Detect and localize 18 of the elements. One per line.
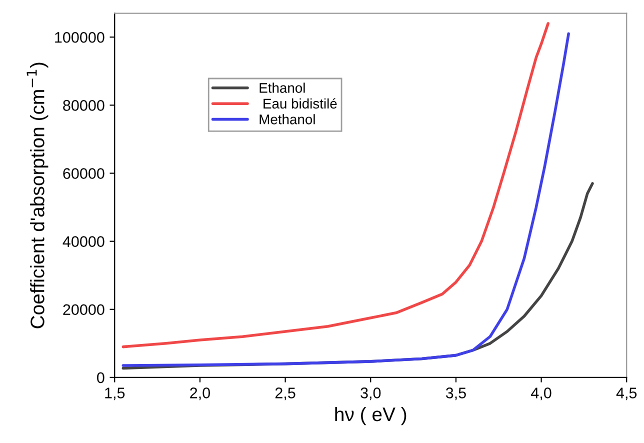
y-tick-label: 60000 [63, 168, 104, 179]
legend-label: Ethanol [260, 82, 305, 93]
y-tick-label: 80000 [63, 100, 104, 111]
x-tick-label: 1,5 [105, 388, 125, 400]
x-tick-label: 2,0 [190, 388, 210, 400]
y-axis-title: Coefficient d'absorption (cm$^{−1}$) [26, 62, 48, 328]
x-tick-label: 3,5 [446, 388, 466, 400]
legend-label: Eau bidistilé [264, 98, 337, 109]
x-tick-label: 3,0 [360, 388, 381, 400]
y-tick-label: 0 [97, 372, 104, 384]
x-tick-label: 2,5 [275, 388, 296, 400]
y-tick-label: 100000 [55, 32, 104, 43]
legend-label: Methanol [260, 114, 315, 124]
y-tick-label: 20000 [63, 304, 104, 316]
y-tick-label: 40000 [62, 236, 104, 247]
x-tick-label: 4,5 [616, 388, 637, 400]
x-tick-label: 4,0 [531, 388, 552, 400]
x-axis-title: hν ( eV ) [335, 406, 406, 426]
